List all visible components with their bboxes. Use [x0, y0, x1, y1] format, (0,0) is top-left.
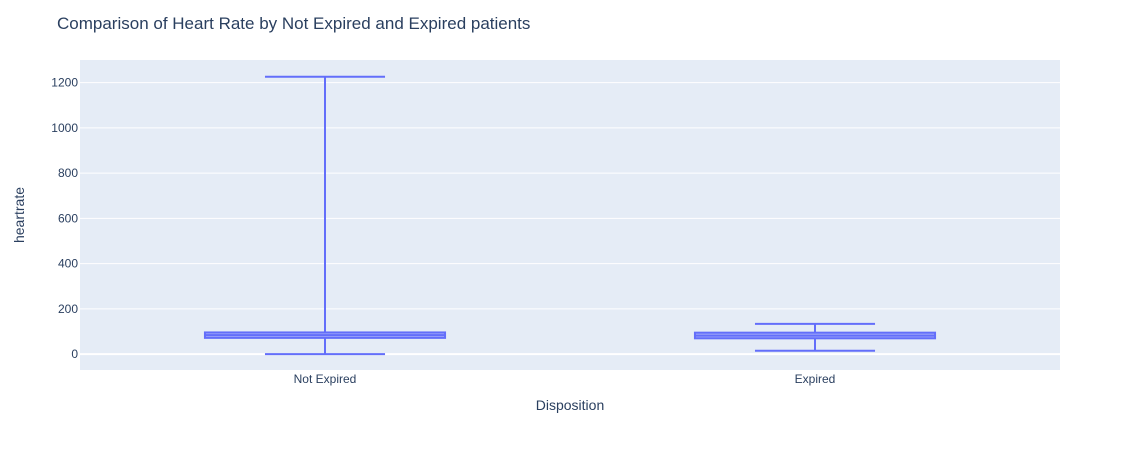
box-not-expired: [203, 75, 447, 356]
x-axis-title: Disposition: [536, 397, 604, 413]
y-tick-label-1200: 1200: [51, 76, 78, 90]
x-tick-label-expired: Expired: [795, 372, 836, 386]
box-series: [203, 75, 937, 356]
y-axis-title: heartrate: [11, 187, 27, 243]
box-expired: [693, 322, 937, 352]
x-tick-label-not-expired: Not Expired: [294, 372, 357, 386]
y-tick-label-0: 0: [71, 347, 78, 361]
y-tick-label-600: 600: [58, 211, 78, 225]
y-tick-label-1000: 1000: [51, 121, 78, 135]
plot-area: [80, 60, 1060, 370]
y-axis-ticks: 0 200 400 600 800 1000 1200: [51, 76, 78, 362]
chart-title: Comparison of Heart Rate by Not Expired …: [57, 14, 530, 33]
y-tick-label-400: 400: [58, 257, 78, 271]
y-tick-label-200: 200: [58, 302, 78, 316]
grid-lines: [80, 82, 1060, 356]
y-tick-label-800: 800: [58, 166, 78, 180]
x-axis-ticks: Not Expired Expired: [294, 372, 836, 386]
